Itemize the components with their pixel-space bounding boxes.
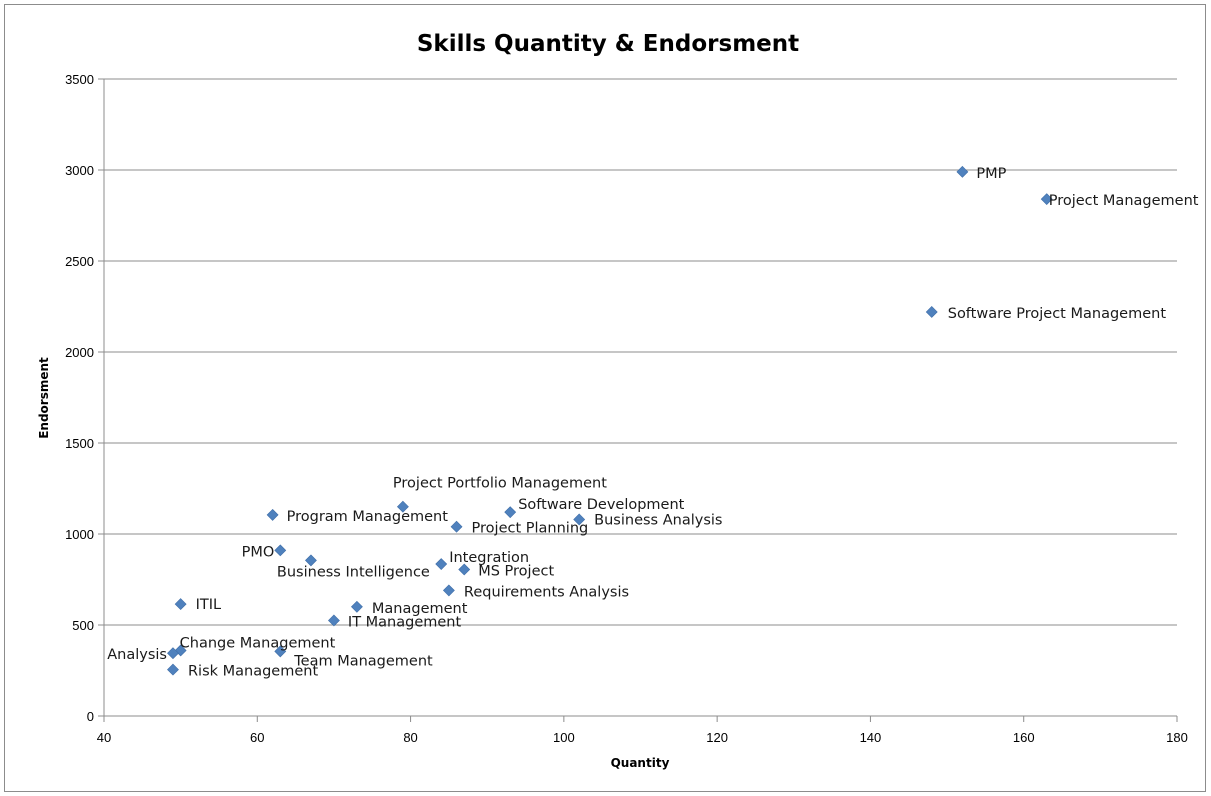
y-tick-label: 0 xyxy=(87,709,94,724)
x-tick-label: 180 xyxy=(1166,730,1188,745)
data-label: Requirements Analysis xyxy=(464,584,629,600)
data-label: Team Management xyxy=(293,653,433,669)
x-tick-label: 60 xyxy=(250,730,264,745)
point-labels: PMP Project Management Software Project Ma… xyxy=(107,166,1199,680)
data-label: Business Intelligence xyxy=(277,564,430,580)
chart-frame xyxy=(4,4,1206,792)
data-point xyxy=(458,563,471,576)
x-tick-label: 100 xyxy=(553,730,575,745)
y-tick-label: 3500 xyxy=(65,72,94,87)
data-point xyxy=(504,506,517,519)
data-point xyxy=(573,513,586,526)
data-label: Project Portfolio Management xyxy=(393,476,607,492)
data-point xyxy=(328,614,340,627)
y-tick-label: 1500 xyxy=(65,436,94,451)
data-point xyxy=(450,520,463,533)
chart-title: Skills Quantity & Endorsment xyxy=(417,31,799,57)
data-label: Change Management xyxy=(180,635,336,651)
data-point xyxy=(167,663,179,676)
data-point xyxy=(956,165,969,178)
x-tick-label: 160 xyxy=(1013,730,1035,745)
x-tick-labels: 40 60 80 100 120 140 160 180 xyxy=(97,730,1188,745)
data-label: Risk Management xyxy=(188,664,318,680)
axes xyxy=(98,78,1178,722)
data-label: Software Development xyxy=(518,497,684,513)
data-point xyxy=(435,558,448,570)
data-point xyxy=(274,645,287,658)
data-point xyxy=(1040,193,1053,206)
data-label: Program Management xyxy=(287,509,449,525)
y-tick-label: 500 xyxy=(72,618,94,633)
x-tick-label: 80 xyxy=(403,730,417,745)
data-label: Software Project Management xyxy=(948,306,1167,322)
data-label: Analysis xyxy=(107,647,167,663)
x-axis-title: Quantity xyxy=(611,756,670,770)
data-point xyxy=(350,600,363,613)
y-tick-labels: 0 500 1000 1500 2000 2500 3000 3500 xyxy=(65,72,94,724)
y-tick-label: 2500 xyxy=(65,254,94,269)
y-tick-label: 2000 xyxy=(65,345,94,360)
data-point xyxy=(266,508,279,521)
x-tick-label: 40 xyxy=(97,730,111,745)
data-label: Project Planning xyxy=(472,521,589,537)
gridlines xyxy=(104,78,1177,626)
data-label: Business Analysis xyxy=(594,512,722,528)
data-label: MS Project xyxy=(478,563,554,579)
data-point xyxy=(396,500,409,513)
data-point xyxy=(925,306,938,318)
data-label: Project Management xyxy=(1049,193,1199,209)
x-tick-label: 140 xyxy=(860,730,882,745)
data-point xyxy=(274,544,287,557)
data-label: Integration xyxy=(449,550,529,566)
data-label: PMP xyxy=(976,166,1006,182)
data-point xyxy=(305,554,317,567)
data-point xyxy=(442,584,455,597)
y-axis-title: Endorsment xyxy=(37,357,51,439)
data-label: PMO xyxy=(242,544,275,560)
data-label: ITIL xyxy=(196,597,222,613)
y-tick-label: 1000 xyxy=(65,527,94,542)
data-points xyxy=(167,165,1053,676)
data-point xyxy=(167,647,179,660)
data-point xyxy=(174,598,187,610)
x-tick-label: 120 xyxy=(706,730,728,745)
data-label: Management xyxy=(372,601,468,617)
y-tick-label: 3000 xyxy=(65,163,94,178)
data-label: IT Management xyxy=(348,614,462,630)
